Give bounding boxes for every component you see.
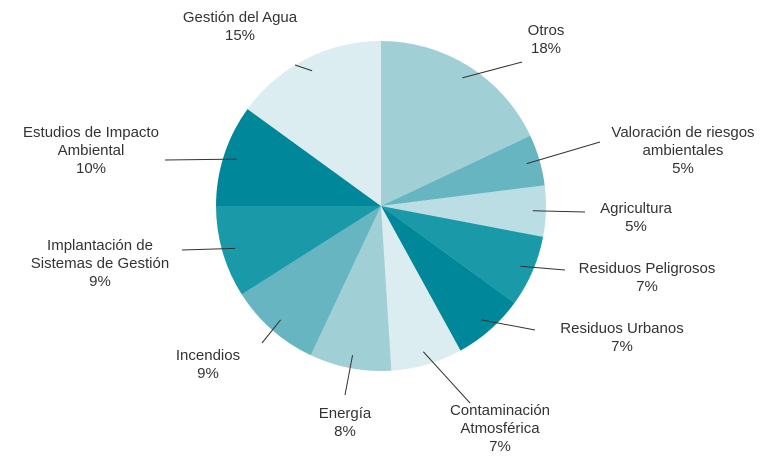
label-line: Ambiental <box>58 142 125 159</box>
label-line: Gestión del Agua <box>183 9 298 26</box>
label-line: Valoración de riesgos <box>611 124 754 141</box>
label-line: Agricultura <box>600 200 672 217</box>
pie-slice <box>241 206 381 356</box>
value-label: 7% <box>611 338 633 355</box>
pie-slice <box>381 206 544 303</box>
leader-line <box>181 247 236 251</box>
pie-slice <box>216 109 381 206</box>
label-line: Residuos Urbanos <box>560 320 683 337</box>
value-label: 9% <box>197 365 219 382</box>
label-line: Energía <box>319 405 372 422</box>
slice-label: Energía <box>319 405 372 422</box>
slice-label: Residuos Peligrosos <box>579 260 716 277</box>
value-label: 5% <box>672 160 694 177</box>
slice-label: Otros <box>528 22 565 39</box>
label-line: Sistemas de Gestión <box>31 255 169 272</box>
label-line: Estudios de Impacto <box>23 124 159 141</box>
value-label: 8% <box>334 423 356 440</box>
value-label: 10% <box>76 160 106 177</box>
leader-line <box>422 351 471 404</box>
label-line: Implantación de <box>47 237 153 254</box>
pie-slice <box>381 185 546 237</box>
slice-label: Valoración de riesgos ambientales <box>611 124 754 159</box>
label-line: Contaminación <box>450 402 550 419</box>
value-label: 7% <box>636 278 658 295</box>
leader-line <box>261 319 282 344</box>
value-label: 5% <box>625 218 647 235</box>
leader-line <box>526 141 601 165</box>
leader-line <box>164 158 237 161</box>
leader-line <box>481 319 536 331</box>
label-line: Residuos Peligrosos <box>579 260 716 277</box>
slice-label: Implantación de Sistemas de Gestión <box>31 237 169 272</box>
label-line: Otros <box>528 22 565 39</box>
pie-slice <box>310 206 392 371</box>
value-label: 9% <box>89 273 111 290</box>
leader-line <box>462 61 523 79</box>
slice-label: Contaminación Atmosférica <box>450 402 550 437</box>
pie-slice <box>381 135 545 206</box>
label-line: Atmosférica <box>460 420 540 437</box>
slice-label: Gestión del Agua <box>183 9 298 26</box>
slice-label: Residuos Urbanos <box>560 320 683 337</box>
pie-slice <box>381 41 531 206</box>
slice-label: Agricultura <box>600 200 672 217</box>
slice-label: Estudios de Impacto Ambiental <box>23 124 159 159</box>
pie-slice <box>381 206 461 371</box>
slice-label: Incendios <box>176 347 240 364</box>
value-label: 15% <box>225 27 255 44</box>
pie-slice <box>216 206 381 295</box>
value-label: 18% <box>531 40 561 57</box>
value-label: 7% <box>489 438 511 455</box>
leader-line <box>294 64 313 72</box>
leader-line <box>344 355 354 396</box>
label-line: Incendios <box>176 347 240 364</box>
label-line: ambientales <box>643 142 724 159</box>
pie-slice <box>247 41 381 206</box>
pie-slice <box>381 206 515 351</box>
leader-line <box>520 265 566 271</box>
leader-line <box>532 210 586 213</box>
